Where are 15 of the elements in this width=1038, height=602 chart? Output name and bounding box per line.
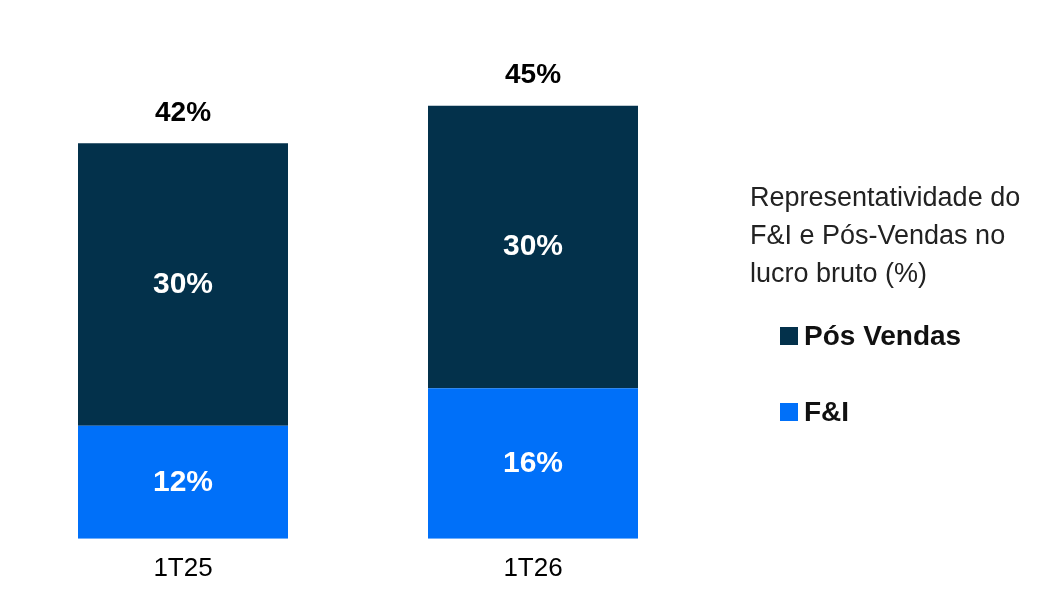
legend-title: Representatividade do F&I e Pós-Vendas no lucro bruto (%) (750, 181, 1022, 290)
data-label: 16% (502, 444, 564, 478)
bar (78, 425, 288, 539)
bar (428, 388, 638, 539)
total-label: 42% (154, 96, 212, 128)
data-label: 30% (502, 228, 564, 262)
legend-label: Pós Vendas (804, 320, 962, 352)
total-label: 45% (504, 58, 562, 90)
legend-label: F&I (804, 396, 850, 428)
x-tick-label: 1T25 (153, 551, 213, 582)
bar (428, 105, 638, 389)
data-label: 30% (152, 265, 214, 299)
data-label: 12% (152, 463, 214, 497)
bar (78, 143, 288, 426)
x-tick-label: 1T26 (503, 551, 563, 582)
